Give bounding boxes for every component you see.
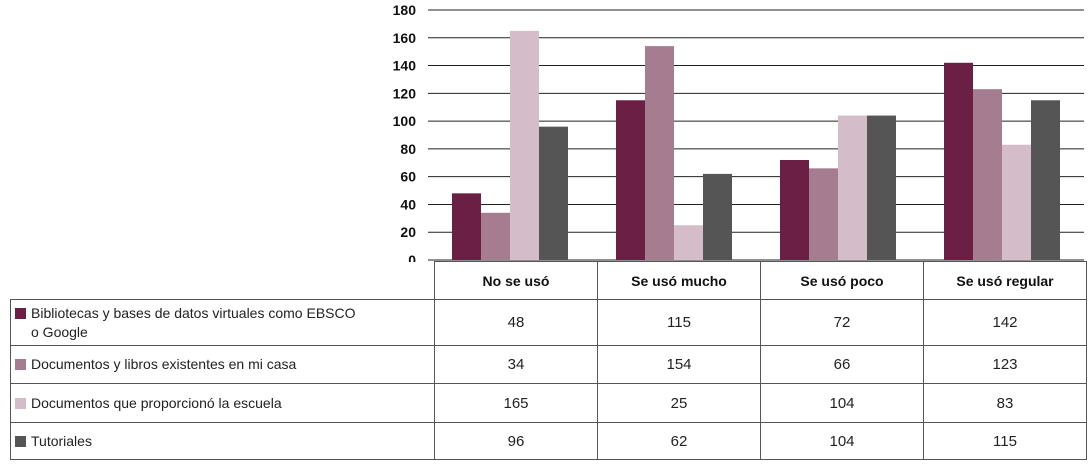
legend-swatch bbox=[15, 397, 26, 409]
bar bbox=[1002, 144, 1031, 260]
bar bbox=[867, 115, 896, 260]
data-cell: 104 bbox=[760, 383, 924, 423]
data-cell: 62 bbox=[597, 422, 761, 460]
bar-chart: 0 20 40 60 80 100 120 140 160 180 bbox=[393, 2, 1084, 262]
bar bbox=[539, 126, 568, 261]
category-header: No se usó bbox=[434, 261, 598, 300]
bar bbox=[616, 100, 645, 261]
category-header: Se usó mucho bbox=[597, 261, 761, 300]
table-header-row: No se usó Se usó mucho Se usó poco Se us… bbox=[10, 261, 1087, 300]
legend-swatch bbox=[15, 307, 26, 319]
y-tick-label: 100 bbox=[393, 113, 417, 129]
bar bbox=[674, 225, 703, 260]
y-tick-label: 120 bbox=[393, 85, 417, 101]
bar bbox=[1031, 100, 1060, 261]
y-tick-label: 180 bbox=[393, 2, 417, 18]
category-header: Se usó poco bbox=[760, 261, 924, 300]
data-cell: 123 bbox=[923, 345, 1087, 384]
data-cell: 104 bbox=[760, 422, 924, 460]
table-row: Bibliotecas y bases de datos virtuales c… bbox=[10, 299, 1087, 346]
y-tick-label: 0 bbox=[408, 252, 416, 262]
category-header: Se usó regular bbox=[923, 261, 1087, 300]
bar bbox=[703, 173, 732, 260]
legend-label: Documentos que proporcionó la escuela bbox=[31, 394, 282, 411]
y-tick-label: 40 bbox=[400, 196, 416, 212]
legend-label: Bibliotecas y bases de datos virtuales c… bbox=[31, 304, 356, 340]
y-tick-label: 160 bbox=[393, 30, 417, 46]
data-table: No se usó Se usó mucho Se usó poco Se us… bbox=[10, 261, 1087, 460]
bar bbox=[780, 160, 809, 260]
data-cell: 165 bbox=[434, 383, 598, 423]
data-cell: 34 bbox=[434, 345, 598, 384]
table-row: Documentos que proporcionó la escuela 16… bbox=[10, 383, 1087, 423]
legend-label: Documentos y libros existentes en mi cas… bbox=[31, 356, 297, 372]
table-row: Tutoriales 96 62 104 115 bbox=[10, 422, 1087, 460]
legend-swatch bbox=[15, 435, 26, 447]
data-cell: 154 bbox=[597, 345, 761, 384]
data-cell: 96 bbox=[434, 422, 598, 460]
data-cell: 25 bbox=[597, 383, 761, 423]
bar bbox=[944, 62, 973, 261]
data-cell: 48 bbox=[434, 299, 598, 346]
y-tick-label: 60 bbox=[400, 169, 416, 185]
data-cell: 142 bbox=[923, 299, 1087, 346]
data-cell: 115 bbox=[597, 299, 761, 346]
data-cell: 83 bbox=[923, 383, 1087, 423]
data-cell: 72 bbox=[760, 299, 924, 346]
data-cell: 66 bbox=[760, 345, 924, 384]
legend-swatch bbox=[15, 359, 26, 370]
y-tick-label: 80 bbox=[400, 141, 416, 157]
bar bbox=[838, 115, 867, 260]
y-tick-label: 140 bbox=[393, 58, 417, 74]
data-cell: 115 bbox=[923, 422, 1087, 460]
bar bbox=[481, 212, 510, 260]
bar bbox=[809, 168, 838, 260]
bar bbox=[645, 46, 674, 260]
y-tick-label: 20 bbox=[400, 224, 416, 240]
table-row: Documentos y libros existentes en mi cas… bbox=[10, 345, 1087, 384]
bar bbox=[973, 89, 1002, 261]
bar bbox=[510, 30, 539, 261]
legend-label: Tutoriales bbox=[31, 432, 92, 449]
bar bbox=[452, 193, 481, 260]
